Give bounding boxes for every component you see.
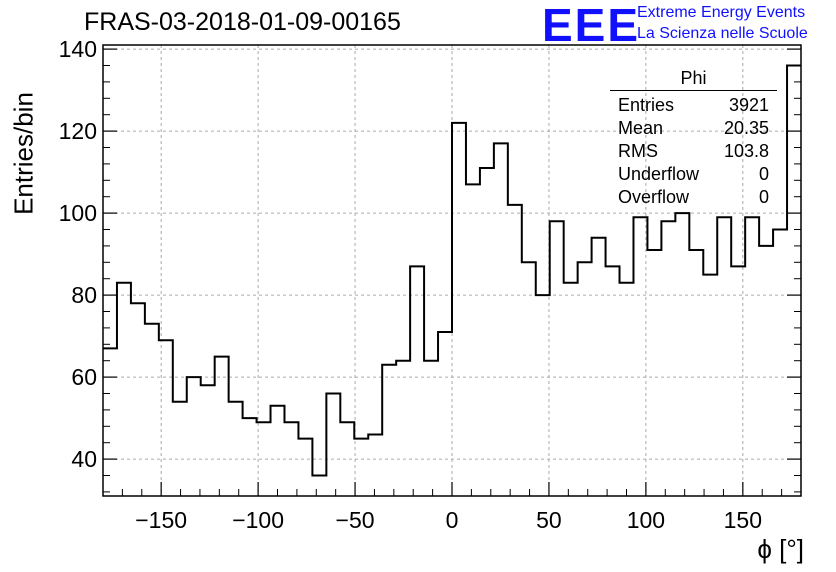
stats-label: Overflow bbox=[618, 187, 690, 207]
stats-row-rms: RMS 103.8 bbox=[610, 140, 777, 163]
logo-line-2: La Scienza nelle Scuole bbox=[637, 25, 808, 42]
stats-value: 103.8 bbox=[723, 141, 769, 161]
y-tick-label: 140 bbox=[59, 36, 97, 62]
stats-label: Underflow bbox=[618, 164, 700, 184]
logo-line-1: Extreme Energy Events bbox=[637, 4, 806, 21]
x-tick-label: −100 bbox=[232, 507, 284, 533]
x-tick-label: 100 bbox=[627, 507, 665, 533]
stats-label: Entries bbox=[618, 95, 675, 115]
stats-value: 0 bbox=[758, 187, 769, 207]
stats-row-entries: Entries 3921 bbox=[610, 94, 777, 117]
stats-label: RMS bbox=[618, 141, 658, 161]
x-tick-label: 0 bbox=[446, 507, 459, 533]
stats-name: Phi bbox=[610, 68, 777, 91]
y-tick-label: 80 bbox=[71, 282, 97, 308]
x-tick-label: −50 bbox=[336, 507, 375, 533]
y-tick-label: 60 bbox=[71, 364, 97, 390]
x-tick-label: 50 bbox=[536, 507, 562, 533]
stats-value: 20.35 bbox=[723, 118, 769, 138]
axis-ticks bbox=[103, 48, 801, 496]
stats-value: 3921 bbox=[728, 95, 769, 115]
stats-box: Phi Entries 3921 Mean 20.35 RMS 103.8 Un… bbox=[610, 68, 777, 209]
y-axis-label: Entries/bin bbox=[8, 92, 39, 215]
histogram-line bbox=[103, 64, 801, 477]
chart-title: FRAS-03-2018-01-09-00165 bbox=[84, 8, 401, 36]
x-tick-label: 150 bbox=[724, 507, 762, 533]
stats-label: Mean bbox=[618, 118, 664, 138]
x-axis-label: ϕ [°] bbox=[757, 534, 804, 564]
y-tick-label: 120 bbox=[59, 118, 97, 144]
stats-row-underflow: Underflow 0 bbox=[610, 163, 777, 186]
eee-logo: EEE bbox=[542, 0, 641, 51]
stats-value: 0 bbox=[758, 164, 769, 184]
stats-row-mean: Mean 20.35 bbox=[610, 117, 777, 140]
x-tick-label: −150 bbox=[135, 507, 187, 533]
plot-frame bbox=[102, 44, 802, 497]
y-tick-label: 40 bbox=[71, 446, 97, 472]
tick-labels: −150 −100 −50 0 50 100 150 40 60 80 100 120 140 bbox=[59, 36, 762, 533]
y-tick-label: 100 bbox=[59, 200, 97, 226]
stats-row-overflow: Overflow 0 bbox=[610, 186, 777, 209]
